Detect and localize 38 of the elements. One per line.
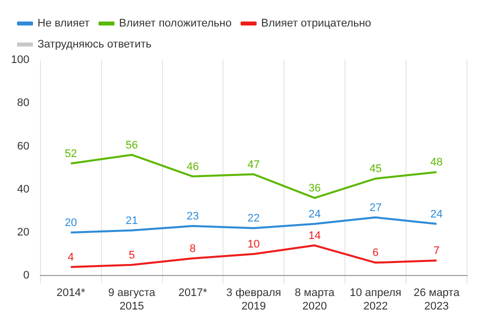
data-label: 10 [248, 238, 260, 251]
y-tick-label: 100 [10, 54, 30, 66]
data-label: 48 [430, 156, 443, 169]
data-label: 23 [186, 210, 199, 223]
data-label: 20 [64, 217, 77, 230]
data-label: 22 [248, 212, 260, 225]
x-tick-label: 9 августа 2015 [108, 287, 156, 312]
y-tick-label: 60 [17, 140, 30, 152]
data-label: 47 [248, 158, 260, 171]
x-tick-label: 2017* [178, 287, 208, 300]
x-tick-label: 2014* [56, 287, 86, 300]
data-label: 56 [126, 139, 138, 152]
legend-label: Не влияет [38, 18, 90, 30]
data-label: 8 [190, 242, 196, 255]
y-tick-label: 40 [17, 183, 30, 196]
data-label: 4 [68, 252, 74, 264]
legend-label: Влияет отрицательно [261, 18, 372, 30]
data-label: 7 [433, 245, 440, 258]
y-tick-label: 80 [17, 97, 30, 110]
data-label: 24 [430, 208, 443, 220]
data-label: 36 [308, 182, 321, 195]
data-label: 6 [372, 247, 379, 260]
data-label: 21 [126, 214, 138, 227]
x-tick-label: 10 апреля 2022 [350, 287, 402, 312]
legend-label: Затрудняюсь ответить [38, 38, 152, 51]
data-label: 27 [369, 202, 382, 214]
data-label: 45 [369, 163, 382, 176]
data-label: 52 [64, 148, 77, 160]
data-label: 46 [186, 160, 199, 173]
y-tick-label: 20 [17, 226, 30, 239]
data-label: 14 [308, 230, 321, 242]
y-tick-label: 0 [23, 270, 30, 282]
x-tick-label: 8 марта 2020 [294, 287, 336, 312]
legend-label: Влияет положительно [119, 18, 232, 30]
data-label: 5 [128, 249, 135, 262]
data-label: 24 [308, 208, 321, 220]
x-tick-label: 3 февраля 2019 [226, 287, 282, 312]
x-tick-label: 26 марта 2023 [414, 287, 460, 312]
